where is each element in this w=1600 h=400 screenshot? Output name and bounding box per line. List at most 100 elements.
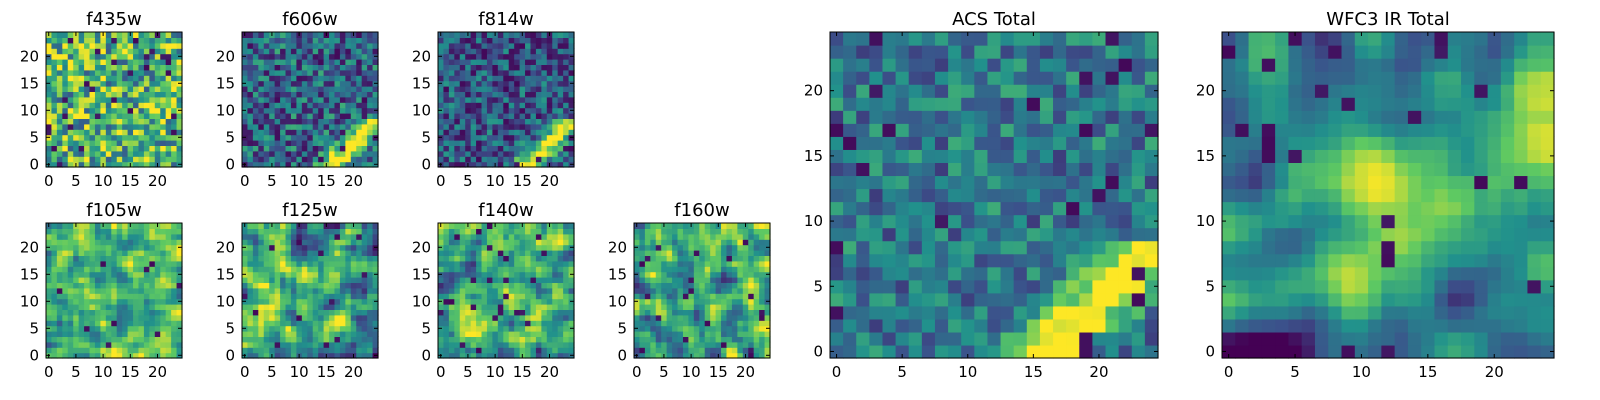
heatmap-cell — [476, 244, 483, 251]
heatmap-cell — [1013, 214, 1028, 229]
heatmap-cell — [530, 223, 537, 229]
heatmap-cell — [329, 260, 336, 267]
heatmap-cell — [356, 347, 363, 354]
heatmap-cell — [307, 107, 314, 114]
heatmap-cell — [242, 304, 249, 310]
heatmap-cell — [704, 260, 711, 267]
heatmap-cell — [127, 277, 134, 283]
heatmap-cell — [127, 80, 134, 87]
heatmap-cell — [934, 240, 949, 255]
heatmap-cell — [296, 80, 303, 87]
heatmap-cell — [339, 32, 346, 38]
heatmap-cell — [492, 59, 499, 65]
heatmap-cell — [688, 255, 695, 262]
heatmap-cell — [127, 134, 134, 141]
heatmap-cell — [127, 129, 134, 136]
heatmap-cell — [160, 145, 167, 152]
heatmap-cell — [263, 96, 270, 103]
heatmap-cell — [334, 150, 341, 157]
heatmap-cell — [753, 282, 760, 289]
heatmap-cell — [290, 287, 297, 294]
heatmap-cell — [541, 69, 548, 76]
heatmap-cell — [514, 352, 521, 359]
y-tick-label: 5 — [225, 128, 235, 146]
heatmap-cell — [519, 75, 526, 82]
heatmap-cell — [503, 129, 510, 136]
heatmap-cell — [650, 255, 657, 262]
heatmap-cell — [895, 318, 910, 333]
heatmap-cell — [644, 347, 651, 354]
heatmap-cell — [682, 223, 689, 229]
heatmap-cell — [105, 123, 112, 130]
heatmap-cell — [557, 37, 564, 44]
heatmap-cell — [514, 244, 521, 251]
heatmap-cell — [296, 75, 303, 82]
heatmap-cell — [688, 320, 695, 327]
heatmap-cell — [508, 320, 515, 327]
heatmap-cell — [563, 271, 570, 278]
heatmap-cell — [541, 32, 548, 38]
heatmap-cell — [285, 145, 292, 152]
heatmap-cell — [443, 69, 450, 76]
heatmap-cell — [753, 266, 760, 273]
heatmap-cell — [655, 325, 662, 332]
heatmap-cell — [1053, 305, 1067, 320]
heatmap-cell — [252, 293, 259, 300]
heatmap-cell — [165, 223, 172, 229]
heatmap-cell — [269, 314, 276, 321]
heatmap-cell — [296, 129, 303, 136]
heatmap-cell — [122, 298, 129, 305]
heatmap-cell — [165, 352, 172, 359]
heatmap-cell — [242, 228, 249, 235]
heatmap-cell — [557, 260, 564, 267]
heatmap-cell — [301, 352, 308, 359]
heatmap-cell — [552, 336, 559, 343]
heatmap-cell — [116, 352, 123, 359]
heatmap-cell — [661, 293, 668, 300]
heatmap-cell — [105, 113, 112, 119]
heatmap-cell — [557, 277, 564, 283]
heatmap-cell — [481, 129, 488, 136]
heatmap-cell — [100, 314, 107, 321]
heatmap-cell — [318, 129, 325, 136]
heatmap-cell — [160, 352, 167, 359]
heatmap-cell — [296, 325, 303, 332]
heatmap-cell — [530, 233, 537, 240]
heatmap-cell — [280, 336, 287, 343]
heatmap-cell — [672, 282, 679, 289]
heatmap-cell — [514, 325, 521, 332]
heatmap-cell — [492, 331, 499, 337]
heatmap-cell — [1039, 292, 1054, 307]
heatmap-cell — [334, 42, 341, 49]
heatmap-cell — [89, 352, 96, 359]
heatmap-cell — [127, 42, 134, 49]
heatmap-cell — [737, 255, 744, 262]
heatmap-cell — [73, 331, 80, 337]
heatmap-cell — [285, 113, 292, 119]
heatmap-cell — [62, 244, 69, 251]
heatmap-cell — [644, 244, 651, 251]
heatmap-cell — [269, 140, 276, 146]
heatmap-cell — [361, 161, 368, 168]
heatmap-cell — [160, 325, 167, 332]
heatmap-cell — [329, 320, 336, 327]
heatmap-cell — [1013, 240, 1028, 255]
heatmap-cell — [843, 227, 857, 242]
heatmap-cell — [987, 162, 1002, 177]
heatmap-cell — [731, 266, 738, 273]
heatmap-cell — [56, 91, 63, 98]
heatmap-cell — [731, 320, 738, 327]
heatmap-cell — [655, 244, 662, 251]
heatmap-cell — [165, 102, 172, 109]
heatmap-cell — [105, 277, 112, 283]
heatmap-cell — [247, 341, 254, 348]
heatmap-cell — [568, 266, 575, 273]
heatmap-cell — [280, 293, 287, 300]
heatmap-cell — [492, 277, 499, 283]
heatmap-cell — [116, 271, 123, 278]
heatmap-cell — [296, 86, 303, 92]
heatmap-cell — [1039, 318, 1054, 333]
heatmap-cell — [492, 145, 499, 152]
heatmap-cell — [154, 233, 161, 240]
heatmap-cell — [726, 325, 733, 332]
